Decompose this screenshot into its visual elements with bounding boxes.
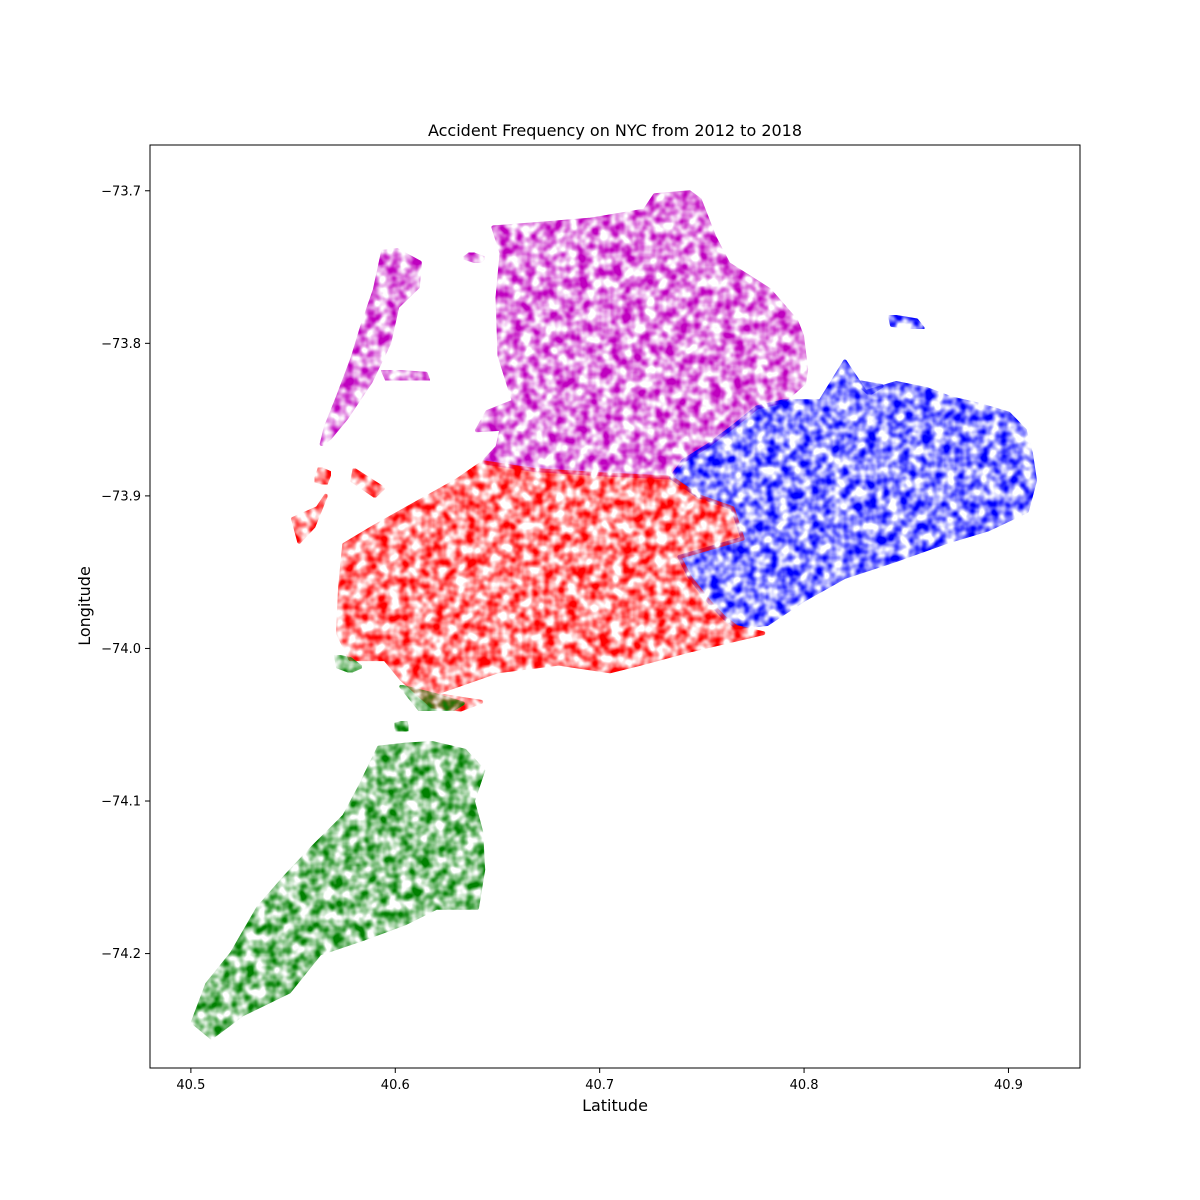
scatter-region [853, 379, 884, 396]
series-3 [190, 654, 486, 1040]
y-axis-label: Longitude [75, 566, 94, 646]
y-tick-label: −74.2 [101, 947, 141, 962]
plot-frame [149, 144, 1081, 1069]
y-axis: −73.7 −73.8 −73.9 −74.0 −74.1 −74.2 [101, 184, 150, 962]
x-tick-label: 40.9 [994, 1078, 1023, 1093]
scatter-region [399, 684, 465, 712]
scatter-region [313, 466, 332, 486]
x-tick-label: 40.5 [176, 1078, 205, 1093]
y-tick-label: −74.1 [101, 795, 141, 810]
y-tick-label: −74.0 [101, 642, 141, 657]
x-axis: 40.5 40.6 40.7 40.8 40.9 [176, 1068, 1023, 1093]
y-tick-label: −73.8 [101, 337, 141, 352]
y-tick-label: −73.9 [101, 489, 141, 504]
x-tick-label: 40.7 [585, 1078, 614, 1093]
chart-title: Accident Frequency on NYC from 2012 to 2… [428, 121, 802, 140]
y-tick-label: −73.7 [101, 184, 141, 199]
scatter-region [350, 468, 385, 498]
scatter-region [381, 368, 430, 382]
x-axis-label: Latitude [582, 1096, 648, 1115]
scatter-region [291, 493, 328, 544]
x-tick-label: 40.8 [790, 1078, 819, 1093]
x-tick-label: 40.6 [381, 1078, 410, 1093]
scatter-region [887, 313, 925, 331]
scatter-series-layer [190, 190, 1037, 1040]
scatter-region [190, 741, 486, 1040]
scatter-region [462, 251, 486, 265]
scatter-region [334, 654, 363, 674]
scatter-region [319, 248, 422, 446]
scatter-region [393, 719, 410, 733]
series-2 [291, 460, 766, 712]
scatter-region [336, 460, 766, 712]
